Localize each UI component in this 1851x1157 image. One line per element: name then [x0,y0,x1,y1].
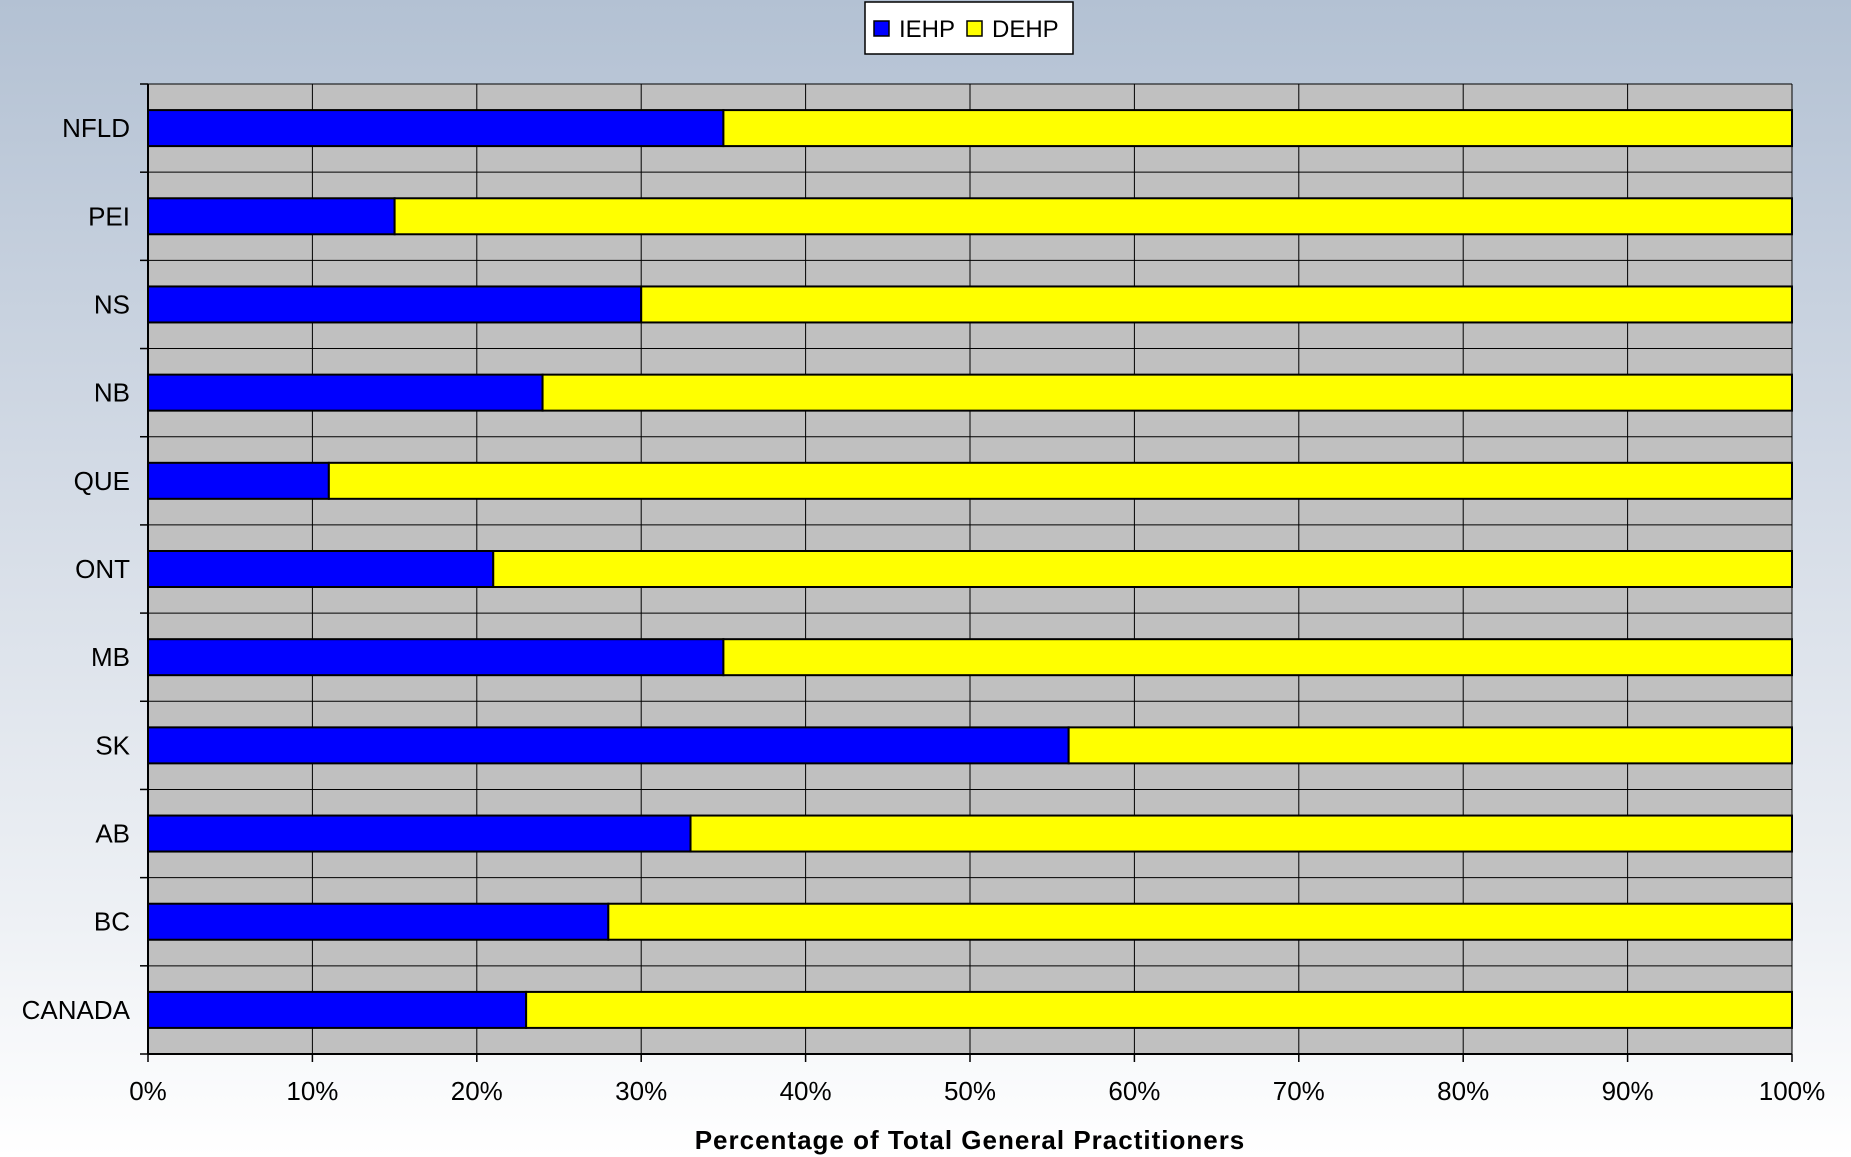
bar-iehp-sk [147,726,1070,765]
x-tick-label: 80% [1437,1076,1489,1106]
category-label: AB [95,819,130,849]
bar-dehp-sk [1067,726,1793,765]
bar-dehp-ont [492,550,1793,588]
x-tick-label: 0% [129,1076,167,1106]
bar-dehp-ab [689,814,1793,853]
labels: 0% 10% 20% 30% 40% 50% 60% 70% 80% 90% 100% NFLD PEI… [22,113,1826,1106]
category-label: BC [94,907,130,937]
gridlines [148,84,1792,1054]
category-label: MB [91,642,130,672]
legend-swatch-iehp [873,20,890,37]
bar-dehp-pei [393,197,1794,236]
category-label: PEI [88,201,130,231]
category-label: QUE [74,466,130,496]
x-tick-label: 90% [1602,1076,1654,1106]
legend-box [864,1,1074,55]
x-tick-label: 60% [1108,1076,1160,1106]
bar-iehp-que [147,461,330,500]
x-tick-label: 40% [780,1076,832,1106]
category-label: NS [94,289,130,319]
category-label: CANADA [22,995,131,1025]
bar-iehp-nfld [147,109,725,148]
bar-dehp-bc [607,902,1794,941]
x-tick-label: 30% [615,1076,667,1106]
category-label: ONT [75,554,130,584]
bar-dehp-que [327,461,1794,500]
legend-label-dehp: DEHP [992,16,1059,43]
bar-iehp-nb [147,373,544,412]
bar-iehp-mb [147,638,725,677]
bar-dehp-mb [722,638,1793,677]
bar-iehp-ab [147,814,692,853]
x-tick-label: 20% [451,1076,503,1106]
bar-iehp-bc [147,902,610,941]
category-label: NB [94,378,130,408]
x-tick-label: 70% [1273,1076,1325,1106]
bar-iehp-ns [147,285,643,324]
bar-dehp-nfld [722,109,1793,148]
category-label: NFLD [62,113,130,143]
legend-swatch-dehp [966,20,983,37]
x-tick-label: 100% [1759,1076,1826,1106]
x-axis-title: Percentage of Total General Practitioner… [695,1125,1246,1155]
legend: IEHP DEHP [864,1,1074,55]
bar-dehp-ns [640,285,1794,324]
bar-dehp-nb [541,373,1793,412]
x-tick-label: 10% [286,1076,338,1106]
legend-label-iehp: IEHP [899,16,955,43]
bars [147,109,1794,1029]
bar-iehp-pei [147,197,396,236]
x-tick-label: 50% [944,1076,996,1106]
bar-iehp-ont [147,550,495,588]
bar-iehp-canada [147,990,528,1029]
category-label: SK [95,730,130,760]
bar-dehp-canada [525,990,1793,1029]
axes [140,83,1793,1062]
